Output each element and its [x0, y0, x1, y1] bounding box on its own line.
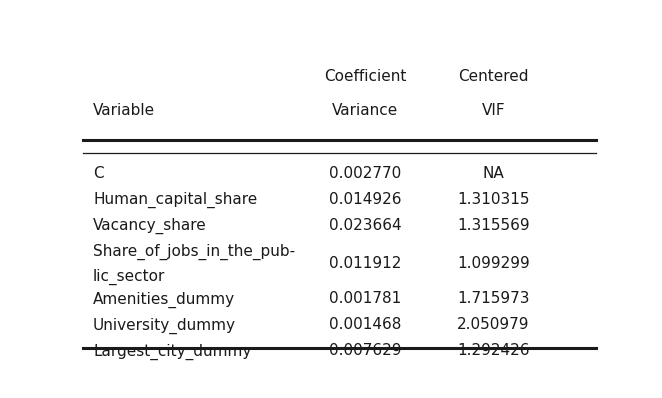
Text: VIF: VIF [481, 103, 505, 118]
Text: 0.023664: 0.023664 [328, 218, 401, 233]
Text: 0.001781: 0.001781 [329, 291, 401, 306]
Text: Variable: Variable [93, 103, 155, 118]
Text: Coefficient: Coefficient [324, 69, 406, 84]
Text: 1.310315: 1.310315 [457, 192, 530, 207]
Text: 1.715973: 1.715973 [457, 291, 530, 306]
Text: 2.050979: 2.050979 [457, 318, 530, 332]
Text: 1.315569: 1.315569 [457, 218, 530, 233]
Text: University_dummy: University_dummy [93, 318, 236, 334]
Text: 1.099299: 1.099299 [457, 256, 530, 271]
Text: 0.011912: 0.011912 [329, 256, 401, 271]
Text: Centered: Centered [458, 69, 528, 84]
Text: 0.002770: 0.002770 [329, 166, 401, 181]
Text: NA: NA [483, 166, 504, 181]
Text: Vacancy_share: Vacancy_share [93, 218, 207, 234]
Text: Human_capital_share: Human_capital_share [93, 192, 258, 208]
Text: lic_sector: lic_sector [93, 268, 166, 285]
Text: 0.001468: 0.001468 [329, 318, 401, 332]
Text: 1.292426: 1.292426 [457, 343, 530, 359]
Text: Variance: Variance [332, 103, 398, 118]
Text: 0.014926: 0.014926 [328, 192, 401, 207]
Text: Amenities_dummy: Amenities_dummy [93, 291, 235, 308]
Text: C: C [93, 166, 104, 181]
Text: Share_of_jobs_in_the_pub-: Share_of_jobs_in_the_pub- [93, 244, 295, 260]
Text: 0.007629: 0.007629 [328, 343, 401, 359]
Text: Largest_city_dummy: Largest_city_dummy [93, 343, 252, 360]
